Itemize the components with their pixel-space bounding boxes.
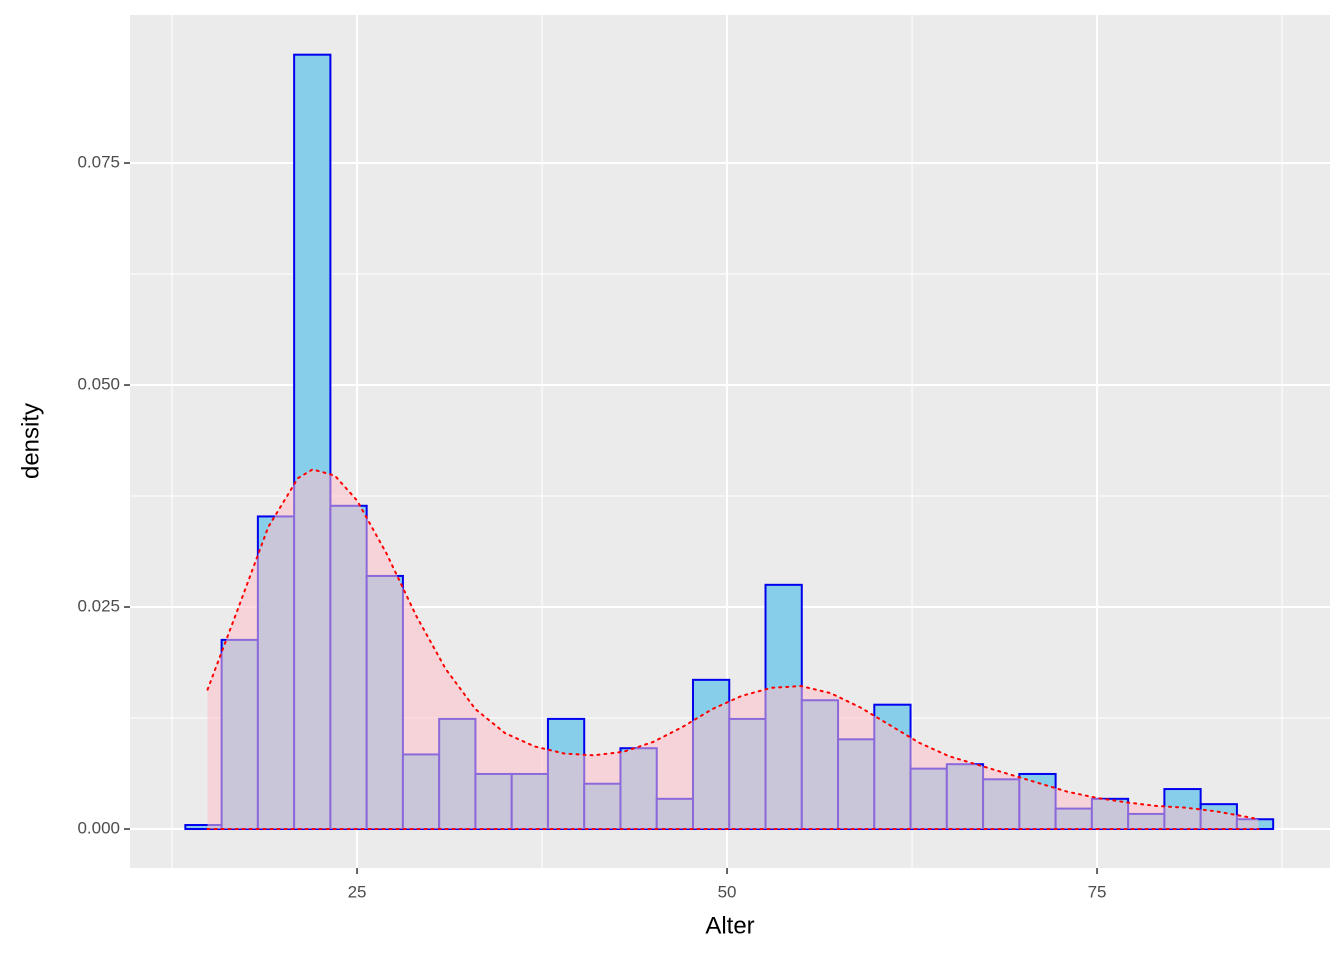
density-line <box>206 468 1260 821</box>
x-tick-label: 75 <box>1088 882 1107 901</box>
y-tick-label: 0.000 <box>77 819 120 838</box>
density-area <box>207 469 1259 830</box>
y-tick-label: 0.050 <box>77 375 120 394</box>
x-axis-title: Alter <box>705 912 754 939</box>
y-tick-label: 0.075 <box>77 153 120 172</box>
x-tick-label: 25 <box>348 882 367 901</box>
y-axis-title: density <box>17 403 44 479</box>
x-tick-label: 50 <box>718 882 737 901</box>
y-tick-label: 0.025 <box>77 597 120 616</box>
